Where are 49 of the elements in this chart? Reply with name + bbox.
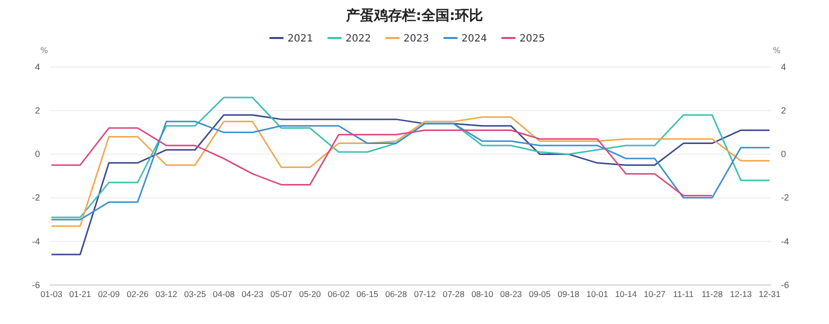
legend-label: 2024	[462, 34, 487, 44]
line-series	[50, 114, 770, 256]
legend-label: 2023	[404, 34, 429, 44]
y-tick-label: 0	[34, 149, 40, 160]
x-tick-label: 05-20	[299, 289, 322, 300]
y-tick-label: 4	[34, 62, 40, 72]
x-tick-label: 09-05	[528, 289, 551, 300]
legend-label: 2025	[520, 34, 545, 44]
x-tick-label: 12-13	[730, 289, 752, 300]
x-tick-label: 06-02	[328, 289, 350, 300]
x-tick-label: 08-10	[471, 289, 494, 300]
x-tick-label: 02-09	[98, 289, 120, 300]
line-series	[50, 127, 713, 196]
x-tick-label: 10-14	[615, 289, 638, 300]
x-tick-label: 11-28	[702, 289, 723, 300]
y2-tick-label: 4	[781, 62, 786, 72]
x-tick-label: 01-03	[40, 289, 63, 300]
chart-title: 产蛋鸡存栏:全国:环比	[344, 7, 484, 24]
x-tick-label: 04-08	[212, 289, 235, 300]
x-tick-label: 10-01	[586, 289, 608, 300]
x-tick-label: 08-23	[500, 289, 522, 300]
x-tick-label: 03-25	[184, 289, 206, 300]
y-tick-label: -4	[32, 236, 40, 246]
x-tick-label: 10-27	[644, 289, 666, 300]
legend-label: 2022	[346, 34, 371, 44]
x-tick-label: 01-21	[69, 289, 92, 300]
y-tick-label: -6	[32, 280, 40, 290]
y2-tick-label: -6	[781, 280, 790, 290]
y2-tick-label: -4	[781, 236, 790, 246]
y2-tick-label: -2	[781, 192, 790, 203]
y-tick-label: 2	[34, 105, 40, 116]
y2-tick-label: 0	[781, 149, 786, 160]
x-tick-label: 06-15	[356, 289, 379, 300]
x-tick-label: 05-07	[270, 289, 292, 300]
y2-axis-title: %	[773, 46, 781, 55]
line-series	[50, 96, 770, 218]
x-tick-label: 04-23	[242, 289, 264, 300]
x-tick-label: 07-12	[414, 289, 436, 300]
x-tick-label: 06-28	[385, 289, 408, 300]
x-tick-label: 09-18	[558, 289, 580, 300]
x-tick-label: 11-11	[673, 289, 694, 300]
y-axis-title: %	[40, 46, 48, 55]
x-tick-label: 07-28	[442, 289, 465, 300]
y-tick-label: -2	[32, 192, 40, 203]
x-tick-label: 02-26	[126, 289, 149, 300]
x-tick-label: 12-31	[758, 289, 781, 300]
legend-label: 2021	[288, 34, 313, 44]
y2-tick-label: 2	[781, 105, 786, 116]
x-tick-label: 03-12	[155, 289, 178, 300]
